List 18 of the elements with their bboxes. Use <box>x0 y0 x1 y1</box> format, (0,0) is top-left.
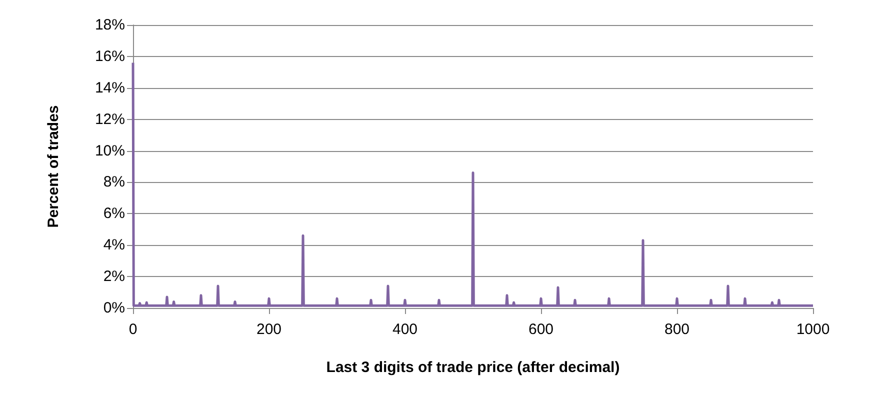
x-tick-label: 800 <box>664 321 690 338</box>
y-tick-label: 12% <box>94 110 125 128</box>
y-tick-label: 6% <box>103 205 125 222</box>
x-axis-title: Last 3 digits of trade price (after decimal) <box>326 359 620 376</box>
x-tick-label: 1000 <box>796 321 830 338</box>
y-tick-label: 2% <box>103 268 125 286</box>
y-tick-label: 0% <box>103 300 125 316</box>
y-tick-label: 16% <box>94 48 125 65</box>
x-tick-label: 0 <box>128 321 138 338</box>
y-tick-label: 14% <box>94 79 125 96</box>
y-axis-title: Percent of trades <box>45 105 62 228</box>
y-tick-label: 10% <box>94 142 125 160</box>
x-tick-label: 400 <box>392 321 418 338</box>
x-tick-label: 200 <box>256 321 282 338</box>
y-tick-label: 4% <box>103 236 125 254</box>
y-tick-label: 8% <box>103 174 125 191</box>
x-tick-label: 600 <box>528 321 554 338</box>
y-tick-label: 18% <box>94 16 125 34</box>
